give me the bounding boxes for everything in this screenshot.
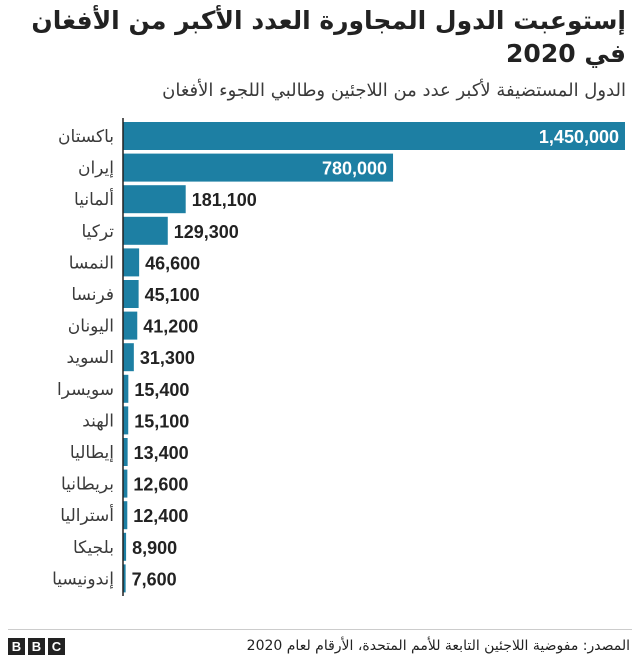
bar: [123, 406, 129, 435]
value-label: 12,400: [133, 506, 188, 526]
category-label: تركيا: [81, 222, 114, 242]
chart-subtitle: الدول المستضيفة لأكبر عدد من اللاجئين وط…: [162, 80, 626, 101]
bbc-logo-letter: C: [48, 638, 65, 655]
category-label: بلجيكا: [73, 538, 114, 558]
category-label: النمسا: [69, 253, 114, 273]
bar: [123, 185, 186, 214]
bar: [123, 280, 139, 308]
bar: [123, 469, 128, 498]
bar: [123, 311, 138, 340]
value-label: 46,600: [145, 253, 200, 273]
category-label: فرنسا: [71, 285, 114, 305]
bar: [123, 532, 127, 561]
bar: [123, 374, 129, 403]
bar: [123, 153, 394, 182]
category-label: ألمانيا: [74, 188, 114, 210]
value-label: 31,300: [140, 348, 195, 368]
value-label: 1,450,000: [539, 127, 619, 147]
value-label: 12,600: [133, 475, 188, 495]
category-label: إيطاليا: [70, 443, 114, 463]
category-label: باكستان: [58, 127, 114, 147]
value-label: 15,400: [134, 380, 189, 400]
value-label: 780,000: [322, 159, 387, 179]
category-label: الهند: [82, 411, 114, 431]
value-label: 7,600: [132, 569, 177, 589]
value-label: 45,100: [145, 285, 200, 305]
bar: [123, 216, 168, 245]
source-note: المصدر: مفوضية اللاجئين التابعة للأمم ال…: [246, 638, 630, 654]
bbc-logo-letter: B: [8, 638, 25, 655]
category-label: إيران: [78, 159, 114, 179]
value-label: 15,100: [134, 411, 189, 431]
value-label: 8,900: [132, 538, 177, 558]
category-label: اليونان: [68, 317, 114, 337]
bar: [123, 501, 128, 530]
bbc-logo: B B C: [8, 638, 65, 655]
footer-divider: [8, 629, 632, 630]
category-label: السويد: [66, 348, 114, 368]
category-label: أستراليا: [60, 504, 114, 526]
value-label: 181,100: [192, 190, 257, 210]
category-label: بريطانيا: [61, 475, 114, 495]
bar: [123, 564, 126, 593]
value-label: 13,400: [134, 443, 189, 463]
bar: [123, 438, 128, 466]
value-label: 129,300: [174, 222, 239, 242]
category-label: سويسرا: [57, 380, 114, 400]
bar: [123, 122, 625, 150]
bar: [123, 248, 140, 277]
chart-title: إستوعبت الدول المجاورة العدد الأكبر من ا…: [31, 6, 626, 68]
bar: [123, 343, 134, 372]
value-label: 41,200: [143, 317, 198, 337]
category-label: إندونيسيا: [52, 569, 114, 589]
bar-chart: باكستان 1,450,000 إيران 780,000 ألمانيا 181,1…: [52, 118, 625, 596]
bbc-logo-letter: B: [28, 638, 45, 655]
